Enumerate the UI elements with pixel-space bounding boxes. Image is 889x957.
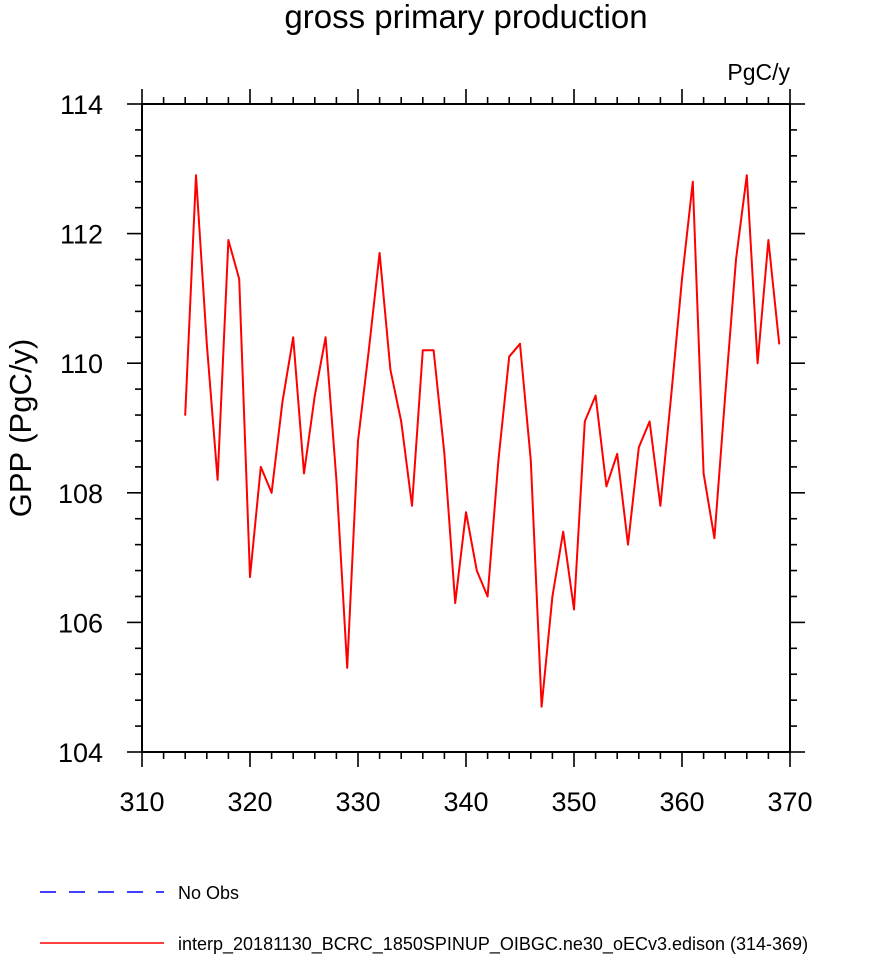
series-point xyxy=(411,504,413,507)
y-tick-label: 112 xyxy=(60,220,103,250)
series-point xyxy=(378,252,381,254)
series-point xyxy=(551,595,554,598)
series-point xyxy=(324,336,327,339)
series-point xyxy=(400,420,403,423)
y-tick-label: 104 xyxy=(58,738,103,768)
series-point xyxy=(573,608,575,611)
series-point xyxy=(421,349,424,352)
series-point xyxy=(670,394,673,397)
series-point xyxy=(637,446,640,449)
series-point xyxy=(508,355,511,358)
x-tick-label: 310 xyxy=(119,787,164,817)
series-point xyxy=(443,453,446,455)
series-point xyxy=(497,459,500,462)
units-label: PgC/y xyxy=(727,59,790,85)
series-point xyxy=(745,174,748,177)
y-tick-label: 110 xyxy=(60,349,103,379)
series-point xyxy=(594,394,597,397)
series-point xyxy=(767,239,770,241)
series-point xyxy=(605,485,608,488)
series-point xyxy=(702,472,705,475)
series-point xyxy=(735,258,737,261)
series-point xyxy=(616,453,619,455)
x-tick-label: 330 xyxy=(335,787,380,817)
y-tick-label: 106 xyxy=(58,608,103,638)
series-point xyxy=(659,504,662,507)
x-tick-label: 340 xyxy=(443,787,488,817)
series-point xyxy=(259,465,262,468)
series-point xyxy=(562,530,565,533)
series-point xyxy=(389,368,392,371)
chart-title: gross primary production xyxy=(284,0,647,35)
series-point xyxy=(529,459,532,462)
y-axis-label: GPP (PgC/y) xyxy=(3,339,38,518)
legend-label: interp_20181130_BCRC_1850SPINUP_OIBGC.ne… xyxy=(178,934,808,955)
series-point xyxy=(583,420,586,423)
series-point xyxy=(281,401,284,403)
series-point xyxy=(184,414,187,416)
series-point xyxy=(475,569,478,572)
series-point xyxy=(313,394,316,397)
series-point xyxy=(357,440,359,442)
series-point xyxy=(292,336,295,339)
x-tick-label: 360 xyxy=(659,787,704,817)
y-tick-label: 114 xyxy=(60,90,103,120)
series-point xyxy=(270,491,273,494)
x-tick-label: 370 xyxy=(767,787,812,817)
y-tick-label: 108 xyxy=(58,479,103,509)
series-point xyxy=(465,511,467,514)
series-point xyxy=(335,478,338,481)
series-point xyxy=(367,349,370,352)
series-point xyxy=(756,362,759,365)
legend-label: No Obs xyxy=(178,883,239,903)
series-point xyxy=(724,394,727,397)
series-point xyxy=(713,537,716,540)
series-point xyxy=(249,576,251,578)
series-point xyxy=(227,239,230,241)
series-point xyxy=(238,278,241,280)
series-point xyxy=(627,543,629,546)
x-tick-label: 350 xyxy=(551,787,596,817)
series-layer xyxy=(184,174,781,708)
x-tick-label: 320 xyxy=(227,787,272,817)
series-point xyxy=(540,705,543,708)
series-point xyxy=(216,478,219,481)
axes: 310 320 330 340 350 360 370 104 106 108 110 112 114 xyxy=(58,89,813,817)
series-point xyxy=(519,342,521,345)
series-point xyxy=(205,342,208,345)
series-point xyxy=(454,602,457,604)
series-point xyxy=(681,278,683,280)
series-line xyxy=(184,174,781,708)
series-point xyxy=(432,349,435,352)
series-point xyxy=(346,666,349,669)
series-point xyxy=(303,472,305,475)
series-point xyxy=(691,180,694,183)
series-point xyxy=(648,420,651,423)
legend: No Obs interp_20181130_BCRC_1850SPINUP_OI… xyxy=(40,883,808,955)
series-point xyxy=(486,595,489,598)
series-point xyxy=(778,342,781,345)
series-point xyxy=(195,174,197,177)
